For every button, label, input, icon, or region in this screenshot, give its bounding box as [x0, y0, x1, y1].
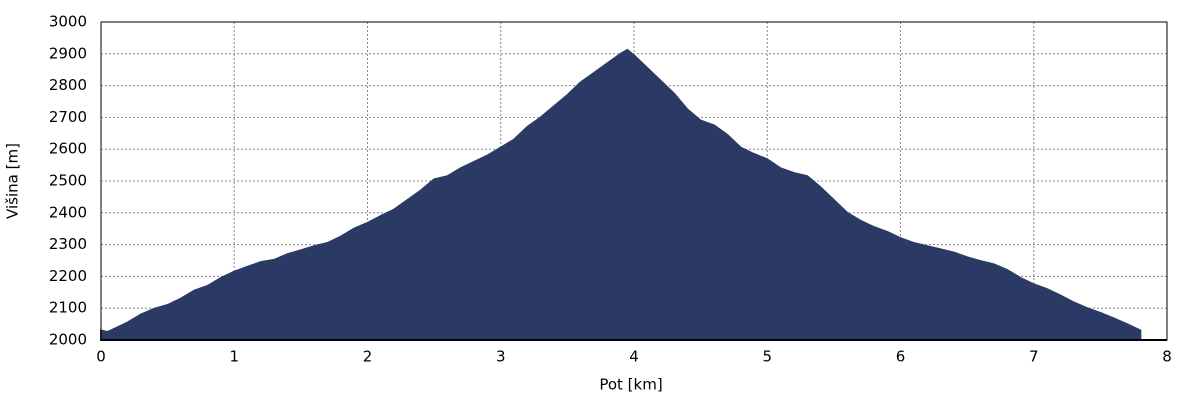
- area: [100, 48, 1142, 341]
- x-tick-label: 6: [896, 348, 906, 366]
- y-tick-label: 2700: [49, 108, 87, 126]
- x-tick-label: 4: [629, 348, 639, 366]
- x-tick-label: 7: [1029, 348, 1039, 366]
- y-tick-label: 3000: [49, 13, 87, 31]
- x-axis-label: Pot [km]: [599, 376, 662, 394]
- x-tick-label: 3: [496, 348, 506, 366]
- x-tick-label: 5: [762, 348, 772, 366]
- y-tick-label: 2800: [49, 76, 87, 94]
- x-tick-label: 8: [1162, 348, 1172, 366]
- x-tick-label: 0: [96, 348, 106, 366]
- y-tick-label: 2600: [49, 140, 87, 158]
- y-tick-label: 2000: [49, 331, 87, 349]
- y-tick-label: 2500: [49, 172, 87, 190]
- x-tick-label: 2: [363, 348, 373, 366]
- y-axis-label: Višina [m]: [4, 143, 22, 219]
- x-tick-label: 1: [229, 348, 239, 366]
- y-tick-label: 2100: [49, 299, 87, 317]
- y-tick-label: 2900: [49, 44, 87, 62]
- y-tick-label: 2400: [49, 203, 87, 221]
- y-tick-label: 2300: [49, 235, 87, 253]
- y-tick-label: 2200: [49, 267, 87, 285]
